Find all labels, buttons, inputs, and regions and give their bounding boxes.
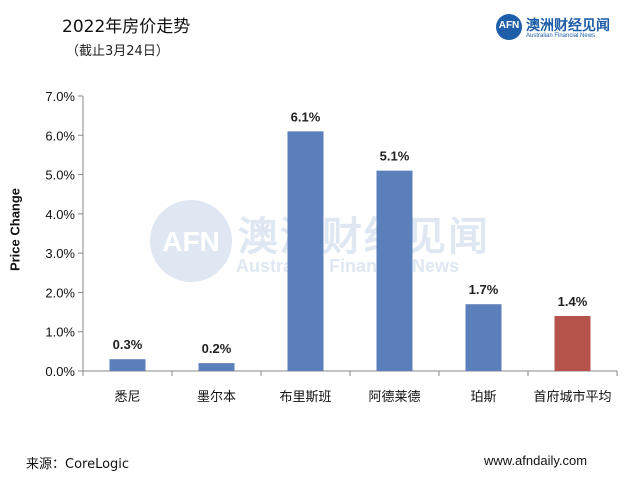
y-tick-label: 1.0% [45, 325, 75, 340]
data-label: 1.4% [558, 294, 588, 309]
y-tick-label: 6.0% [45, 128, 75, 143]
bar [465, 304, 502, 371]
x-tick-label: 阿德莱德 [368, 390, 420, 405]
y-tick-label: 0.0% [45, 364, 75, 379]
logo-name-en: Australian Financial News [526, 33, 596, 39]
afn-logo: AFN 澳洲财经见闻 Australian Financial News [496, 14, 616, 44]
data-label: 0.3% [113, 337, 143, 352]
x-tick-label: 墨尔本 [197, 390, 236, 405]
bar [198, 363, 235, 371]
y-tick-label: 4.0% [45, 207, 75, 222]
website-url: www.afndaily.com [484, 453, 588, 468]
y-tick-label: 3.0% [45, 246, 75, 261]
source-note: 来源：CoreLogic [26, 457, 130, 472]
x-tick-label: 珀斯 [470, 390, 496, 405]
data-label: 6.1% [291, 109, 321, 124]
data-label: 5.1% [380, 149, 410, 164]
y-tick-label: 2.0% [45, 285, 75, 300]
logo-mark-icon: AFN [496, 14, 522, 40]
chart-subtitle: （截止3月24日） [66, 44, 169, 59]
logo-name-cn: 澳洲财经见闻 [526, 18, 610, 34]
bar [554, 316, 591, 371]
x-tick-label: 首府城市平均 [533, 389, 611, 405]
data-label: 1.7% [469, 282, 499, 297]
y-tick-label: 7.0% [45, 89, 75, 104]
y-tick-label: 5.0% [45, 168, 75, 183]
bar [109, 359, 146, 371]
bar [376, 170, 413, 371]
x-tick-label: 悉尼 [114, 390, 140, 405]
chart-title: 2022年房价走势 [62, 17, 191, 37]
data-label: 0.2% [202, 341, 232, 356]
x-tick-label: 布里斯班 [279, 390, 331, 405]
bar [287, 131, 324, 371]
